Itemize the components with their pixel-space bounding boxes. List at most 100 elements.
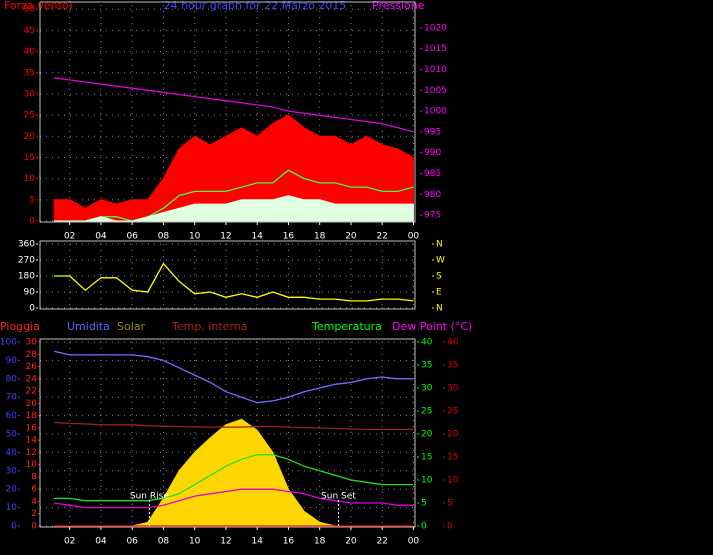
y-tick-label: 50 <box>6 430 18 440</box>
y-tick-label: 0 <box>11 522 17 532</box>
x-tick-label: 16 <box>283 232 295 242</box>
x-tick-label: 00 <box>408 232 420 242</box>
y-tick-label: 40 <box>24 47 36 57</box>
y-tick-label: 25 <box>24 111 35 121</box>
y4-tick-label: 16 <box>26 423 38 433</box>
y4-tick-label: 20 <box>26 399 38 409</box>
y2-tick-label: 990 <box>424 148 441 158</box>
y2-tick-label: 1010 <box>424 65 447 75</box>
x-tick-label: 12 <box>220 537 231 547</box>
y-tick-label: 50 <box>24 5 36 15</box>
y-tick-label: 90 <box>6 356 18 366</box>
y-tick-label: 360 <box>18 240 35 250</box>
x-tick-label: 02 <box>64 232 75 242</box>
x-tick-label: 18 <box>314 537 326 547</box>
plot-frame <box>39 338 416 528</box>
y2-tick-label: 0 <box>421 522 427 532</box>
x-tick-label: 02 <box>64 537 75 547</box>
x-tick-label: 10 <box>189 232 201 242</box>
x-tick-label: 22 <box>376 537 387 547</box>
x-tick-label: 08 <box>158 537 170 547</box>
y-tick-label: 80 <box>6 374 18 384</box>
x-tick-label: 14 <box>251 232 263 242</box>
y2-axis-label: Pressione <box>372 0 425 12</box>
series-line <box>54 421 414 431</box>
y2-tick-label: 20 <box>421 430 433 440</box>
y2-tick-label: W <box>436 256 445 266</box>
y-tick-label: 30 <box>6 466 18 476</box>
y-tick-label: 180 <box>18 272 35 282</box>
y2-tick-label: 1000 <box>424 107 447 117</box>
y-tick-label: 35 <box>24 68 35 78</box>
y2-tick-label: 30 <box>421 384 433 394</box>
y4-tick-label: 14 <box>26 436 38 446</box>
y-tick-label: 30 <box>24 89 36 99</box>
x-tick-label: 06 <box>126 232 138 242</box>
y-tick-label: 45 <box>24 26 35 36</box>
y3-tick-label: 35 <box>447 361 458 371</box>
plot-frame <box>39 240 416 310</box>
y2-tick-label: N <box>436 304 443 314</box>
y3-tick-label: 40 <box>447 338 459 348</box>
y2-tick-label: 25 <box>421 407 432 417</box>
x-tick-label: 10 <box>189 537 201 547</box>
plot-frame <box>39 1 416 223</box>
y2-tick-label: 1015 <box>424 44 447 54</box>
y4-tick-label: 2 <box>31 509 37 519</box>
y2-tick-label: 15 <box>421 453 432 463</box>
y4-tick-label: 18 <box>26 411 38 421</box>
y-axis-label: Forza vento) <box>4 0 73 12</box>
series-area <box>53 114 414 222</box>
y4-tick-label: 30 <box>26 338 38 348</box>
y-tick-label: 10 <box>24 174 36 184</box>
x-tick-label: 16 <box>283 537 295 547</box>
y2-tick-label: S <box>436 272 442 282</box>
y-tick-label: 15 <box>24 153 35 163</box>
series-line <box>54 169 414 222</box>
y2-tick-label: 5 <box>421 499 427 509</box>
y2-tick-label: 985 <box>424 169 441 179</box>
y2-tick-label: 975 <box>424 211 441 221</box>
y4-tick-label: 28 <box>26 350 38 360</box>
x-tick-label: 12 <box>220 232 231 242</box>
x-tick-label: 04 <box>95 232 107 242</box>
x-tick-label: 20 <box>345 232 357 242</box>
y3-tick-label: 20 <box>447 430 459 440</box>
y2-tick-label: 980 <box>424 190 441 200</box>
y2-tick-label: 35 <box>421 361 432 371</box>
y-tick-label: 10 <box>6 503 18 513</box>
y-tick-label: 90 <box>24 288 36 298</box>
series-area <box>54 195 414 222</box>
y4-tick-label: 8 <box>31 472 37 482</box>
axis-label: Dew Point (°C) <box>392 320 472 333</box>
y-tick-label: 20 <box>6 485 18 495</box>
y-tick-label: 60 <box>6 411 18 421</box>
series-line <box>53 350 414 404</box>
x-tick-label: 14 <box>251 537 263 547</box>
y4-tick-label: 4 <box>31 497 37 507</box>
series-line <box>54 488 414 509</box>
x-tick-label: 18 <box>314 232 326 242</box>
series-line <box>54 454 414 502</box>
y-tick-label: 40 <box>6 448 18 458</box>
y2-tick-label: 10 <box>421 476 433 486</box>
annotation-label: Sun Set <box>321 492 356 502</box>
y4-tick-label: 0 <box>31 522 37 532</box>
y3-tick-label: 10 <box>447 476 459 486</box>
y-tick-label: 70 <box>6 393 18 403</box>
y2-tick-label: 1005 <box>424 86 447 96</box>
x-tick-label: 08 <box>158 232 170 242</box>
axis-label: Temp. interna <box>171 320 247 333</box>
y4-tick-label: 6 <box>31 485 37 495</box>
y4-tick-label: 24 <box>26 374 38 384</box>
series-line <box>54 77 414 133</box>
y2-tick-label: N <box>436 240 443 250</box>
y4-tick-label: 22 <box>26 387 37 397</box>
axis-label: Umidita <box>67 320 110 333</box>
y3-tick-label: 15 <box>447 453 458 463</box>
y3-tick-label: 5 <box>447 499 453 509</box>
annotation-label: Sun Rise <box>130 492 169 502</box>
